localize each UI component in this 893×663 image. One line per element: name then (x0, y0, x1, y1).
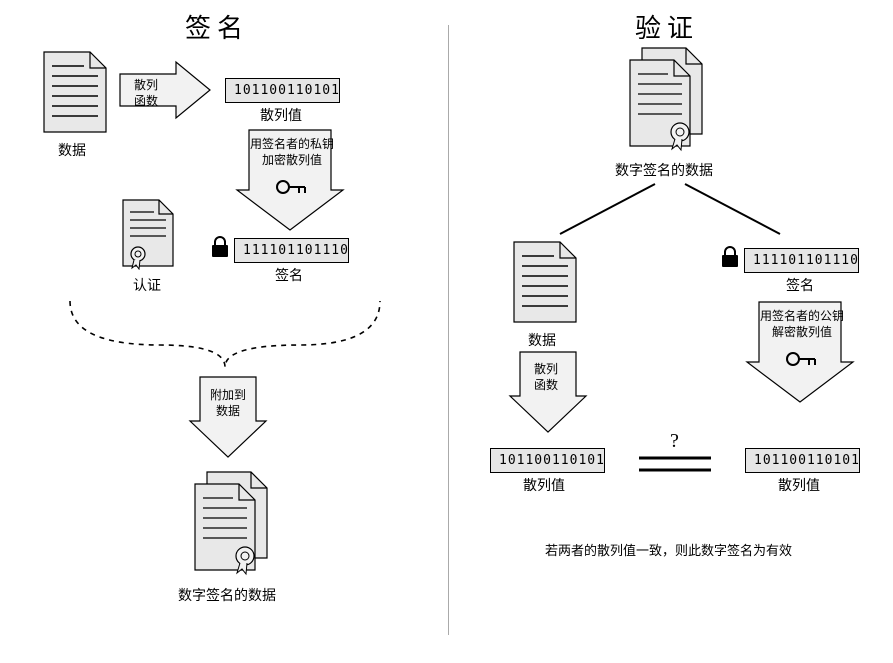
compare-question-icon: ? (670, 430, 679, 453)
signing-title: 签名 (185, 8, 249, 45)
verify-hash-right-label: 散列值 (778, 475, 820, 495)
signed-data-label: 数字签名的数据 (178, 585, 276, 605)
verify-hashfn-label-l1: 散列 (534, 362, 558, 376)
public-key-icon (785, 350, 819, 368)
verify-signature-value-box: 111101101110 (744, 248, 859, 273)
signature-label: 签名 (275, 265, 303, 285)
verify-hash-left-label: 散列值 (523, 475, 565, 495)
combine-brace-icon (60, 295, 390, 375)
hash-fn-label-l1: 散列 (134, 78, 158, 92)
hash-value-box: 101100110101 (225, 78, 340, 103)
verify-decrypt-label-l1: 用签名者的公钥 (760, 309, 844, 323)
verify-title: 验证 (635, 8, 699, 45)
signed-data-stack-icon (185, 470, 280, 578)
verify-hash-left-box: 101100110101 (490, 448, 605, 473)
center-divider (448, 25, 449, 635)
split-lines-icon (530, 180, 810, 240)
data-doc-label: 数据 (58, 140, 86, 160)
signature-lock-icon (210, 236, 230, 258)
hash-value-label: 散列值 (260, 105, 302, 125)
verify-signature-label: 签名 (786, 275, 814, 295)
verify-signed-data-icon (620, 46, 715, 154)
verify-data-doc-icon (510, 240, 580, 326)
hash-fn-label-l2: 函数 (134, 94, 158, 108)
cert-doc-icon (120, 198, 176, 270)
encrypt-label: 用签名者的私钥 加密散列值 (247, 137, 337, 168)
data-doc-icon (40, 50, 110, 136)
encrypt-label-l2: 加密散列值 (262, 153, 322, 167)
private-key-icon (275, 178, 309, 196)
verify-signature-lock-icon (720, 246, 740, 268)
cert-label: 认证 (133, 275, 161, 295)
verify-decrypt-label-l2: 解密散列值 (772, 325, 832, 339)
hash-fn-label: 散列 函数 (126, 78, 166, 109)
verify-data-doc-label: 数据 (528, 330, 556, 350)
verify-decrypt-label: 用签名者的公钥 解密散列值 (757, 309, 847, 340)
signature-value-box: 111101101110 (234, 238, 349, 263)
verify-hashfn-label: 散列 函数 (526, 362, 566, 393)
append-label-l2: 数据 (216, 404, 240, 418)
compare-equals-icon (635, 452, 715, 476)
verify-hashfn-label-l2: 函数 (534, 378, 558, 392)
verify-conclusion: 若两者的散列值一致，则此数字签名为有效 (545, 540, 792, 559)
verify-hash-right-box: 101100110101 (745, 448, 860, 473)
encrypt-label-l1: 用签名者的私钥 (250, 137, 334, 151)
verify-signed-data-label: 数字签名的数据 (615, 160, 713, 180)
append-label-l1: 附加到 (210, 388, 246, 402)
append-label: 附加到 数据 (202, 388, 254, 419)
